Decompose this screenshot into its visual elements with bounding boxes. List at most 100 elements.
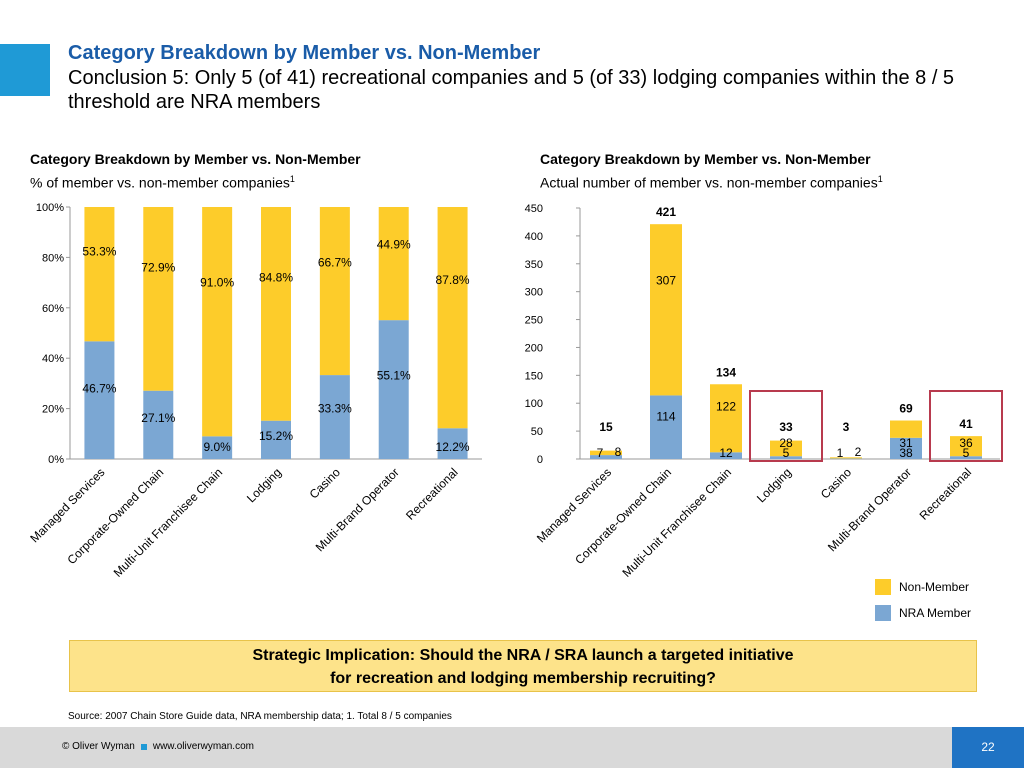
bar-member-lodging xyxy=(770,456,802,459)
highlight-box-lodging xyxy=(749,390,823,462)
accent-bar xyxy=(0,44,50,96)
data-label-non-member: 91.0% xyxy=(200,276,234,290)
data-label-member: 38 xyxy=(899,446,913,460)
y-tick-label: 100% xyxy=(36,202,64,214)
bar-non-member-managed-services xyxy=(84,207,115,342)
chart-legend: Non-Member NRA Member xyxy=(875,578,971,630)
bar-non-member-managed-services xyxy=(590,450,622,456)
footer-square-icon xyxy=(140,743,147,750)
legend-item-non-member: Non-Member xyxy=(875,578,971,596)
y-tick-label: 250 xyxy=(525,315,543,327)
right-chart-footnote-mark: 1 xyxy=(877,174,883,184)
data-label-non-member: 28 xyxy=(779,436,793,450)
y-tick-label: 450 xyxy=(525,203,543,215)
y-tick-label: 50 xyxy=(531,426,543,438)
bar-member-recreational xyxy=(950,456,982,459)
bar-member-casino xyxy=(830,458,862,459)
bar-member-casino xyxy=(319,375,350,459)
bar-non-member-corporate-owned-chain xyxy=(650,224,682,396)
x-tick-label: Multi-Unit Franchisee Chain xyxy=(620,465,735,580)
data-label-non-member: 87.8% xyxy=(436,273,470,287)
bar-non-member-lodging xyxy=(770,440,802,457)
legend-item-member: NRA Member xyxy=(875,604,971,622)
legend-label-non-member: Non-Member xyxy=(899,580,970,594)
bar-member-multi-brand-operator xyxy=(378,320,409,459)
left-chart-title: Category Breakdown by Member vs. Non-Mem… xyxy=(30,151,361,167)
y-tick-label: 0% xyxy=(48,454,64,466)
footer-bar: © Oliver Wyman www.oliverwyman.com 22 xyxy=(0,727,1024,768)
x-tick-label: Corporate-Owned Chain xyxy=(65,465,167,567)
data-label-member: 55.1% xyxy=(377,369,411,383)
legend-swatch-non-member xyxy=(875,579,891,595)
y-tick-label: 300 xyxy=(525,287,543,299)
page-number: 22 xyxy=(952,727,1024,768)
footer-copyright: © Oliver Wyman xyxy=(62,741,135,752)
x-tick-label: Casino xyxy=(307,465,344,502)
data-label-non-member: 8 xyxy=(615,445,622,459)
bar-non-member-corporate-owned-chain xyxy=(143,207,174,391)
right-chart-subtitle: Actual number of member vs. non-member c… xyxy=(540,169,883,193)
strategic-implication-box: Strategic Implication: Should the NRA / … xyxy=(69,640,977,692)
data-label-member: 12 xyxy=(719,446,733,460)
bar-non-member-recreational xyxy=(437,207,468,429)
data-label-non-member: 122 xyxy=(716,400,736,414)
left-chart-heading: Category Breakdown by Member vs. Non-Mem… xyxy=(30,149,361,193)
y-tick-label: 200 xyxy=(525,342,543,354)
y-tick-label: 400 xyxy=(525,231,543,243)
bar-non-member-multi-unit-franchisee-chain xyxy=(710,384,742,453)
data-label-member: 12.2% xyxy=(436,440,470,454)
data-label-total: 41 xyxy=(959,417,973,431)
right-chart-subtitle-text: Actual number of member vs. non-member c… xyxy=(540,174,878,191)
bar-member-corporate-owned-chain xyxy=(650,395,682,459)
bar-non-member-multi-brand-operator xyxy=(890,420,922,438)
legend-label-member: NRA Member xyxy=(899,606,972,620)
slide-title: Category Breakdown by Member vs. Non-Mem… xyxy=(68,42,541,64)
data-label-non-member: 307 xyxy=(656,274,676,288)
bar-non-member-lodging xyxy=(261,207,291,421)
data-label-total: 33 xyxy=(779,420,793,434)
bar-non-member-casino xyxy=(319,207,350,376)
data-label-total: 134 xyxy=(716,365,736,379)
data-label-member: 114 xyxy=(656,409,675,423)
data-label-total: 69 xyxy=(899,402,913,416)
data-label-non-member: 84.8% xyxy=(259,271,293,285)
data-label-non-member: 31 xyxy=(899,436,913,450)
y-tick-label: 80% xyxy=(42,252,64,264)
bar-member-corporate-owned-chain xyxy=(143,390,174,459)
right-chart-heading: Category Breakdown by Member vs. Non-Mem… xyxy=(540,149,883,193)
y-tick-label: 40% xyxy=(42,353,64,365)
data-label-member: 9.0% xyxy=(203,440,231,454)
footer-url[interactable]: www.oliverwyman.com xyxy=(152,741,254,752)
left-chart-subtitle-text: % of member vs. non-member companies xyxy=(30,174,290,191)
bar-member-multi-brand-operator xyxy=(890,437,922,459)
data-label-member: 46.7% xyxy=(82,381,116,395)
data-label-member: 5 xyxy=(963,446,970,460)
implication-line-2: for recreation and lodging membership re… xyxy=(330,670,716,687)
bar-member-multi-unit-franchisee-chain xyxy=(202,436,233,459)
x-tick-label: Recreational xyxy=(917,465,975,523)
x-tick-label: Corporate-Owned Chain xyxy=(572,465,674,567)
bar-non-member-multi-brand-operator xyxy=(378,207,409,321)
x-tick-label: Lodging xyxy=(754,465,794,505)
data-label-non-member: 53.3% xyxy=(82,244,116,258)
right-chart-title: Category Breakdown by Member vs. Non-Mem… xyxy=(540,151,871,167)
data-label-non-member: 2 xyxy=(855,445,862,459)
slide-subtitle: Conclusion 5: Only 5 (of 41) recreationa… xyxy=(68,67,955,113)
x-tick-label: Recreational xyxy=(403,465,461,523)
x-tick-label: Multi-Unit Franchisee Chain xyxy=(111,465,226,580)
y-tick-label: 350 xyxy=(525,259,543,271)
bar-non-member-recreational xyxy=(950,436,982,457)
data-label-member: 15.2% xyxy=(259,429,293,443)
y-tick-label: 100 xyxy=(525,398,543,410)
data-label-member: 27.1% xyxy=(141,411,175,425)
y-tick-label: 60% xyxy=(42,303,64,315)
y-tick-label: 20% xyxy=(42,404,64,416)
bar-member-lodging xyxy=(261,420,291,459)
data-label-non-member: 66.7% xyxy=(318,255,352,269)
bar-non-member-multi-unit-franchisee-chain xyxy=(202,207,233,437)
x-tick-label: Lodging xyxy=(244,465,284,505)
data-label-member: 7 xyxy=(597,446,604,460)
source-note: Source: 2007 Chain Store Guide data, NRA… xyxy=(68,711,452,722)
y-tick-label: 150 xyxy=(525,370,543,382)
